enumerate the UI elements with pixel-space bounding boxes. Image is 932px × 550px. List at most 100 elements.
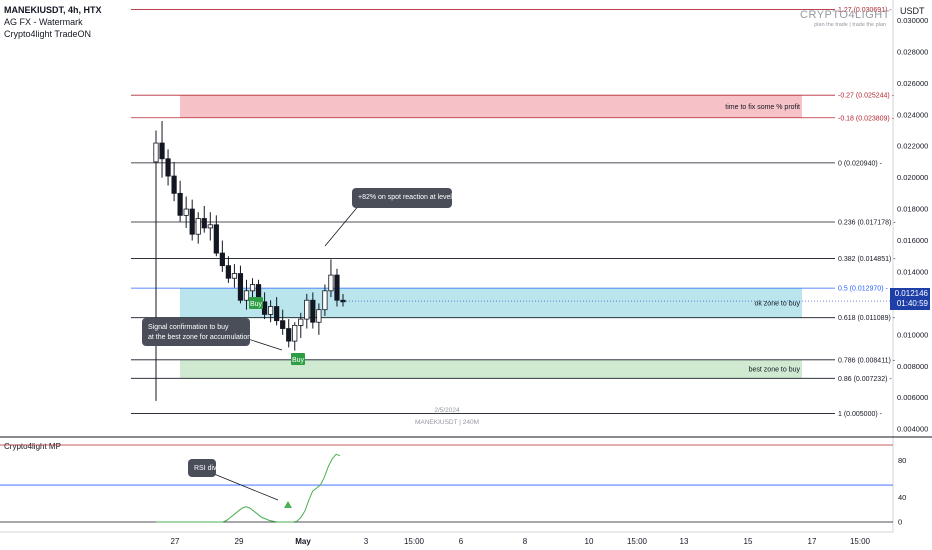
- time-tick-label: 8: [523, 537, 528, 546]
- price-tick-label: 0.006000: [897, 393, 928, 402]
- candle-body: [268, 306, 274, 315]
- time-tick-label: 3: [364, 537, 369, 546]
- last-price-label: 0.012146 01:40:59: [890, 288, 930, 310]
- candle-body: [298, 318, 304, 326]
- annotation-signal-text: at the best zone for accumulation: [148, 334, 251, 341]
- candle-body: [177, 192, 183, 216]
- fib-level-label: 1 (0.005000) -: [838, 411, 883, 418]
- price-tick-label: 0.010000: [897, 330, 928, 339]
- oscillator-tick-label: 80: [898, 456, 906, 465]
- candle-body: [153, 142, 159, 163]
- zone-label: time to fix some % profit: [725, 104, 800, 111]
- annotation-signal: [142, 318, 250, 346]
- candle-body: [213, 224, 219, 254]
- candle-body: [304, 299, 310, 320]
- price-tick-label: 0.022000: [897, 142, 928, 151]
- buy-signal-label: Buy: [250, 301, 263, 308]
- candle-body: [310, 299, 316, 323]
- annotation-reaction-text: +82% on spot reaction at level: [358, 194, 452, 201]
- time-tick-label: 27: [171, 537, 180, 546]
- annotation-signal-text: Signal confirmation to buy: [148, 324, 229, 331]
- zone-rect: [180, 288, 802, 318]
- candle-body: [249, 284, 256, 292]
- price-tick-label: 0.008000: [897, 362, 928, 371]
- candle-body: [322, 290, 328, 311]
- last-price-countdown: 01:40:59: [896, 299, 928, 308]
- annotation-reaction: [352, 188, 452, 208]
- candle-body: [171, 175, 177, 194]
- price-tick-label: 0.014000: [897, 267, 928, 276]
- watermark-symbol: MANEKIUSDT | 240M: [414, 419, 480, 426]
- fib-level-label: -0.18 (0.023809) -: [838, 115, 895, 122]
- candle-body: [225, 265, 231, 279]
- time-tick-label: 15:00: [627, 537, 648, 546]
- watermark-date: 2/5/2024: [434, 407, 460, 414]
- annotation-pointer: [244, 337, 283, 351]
- fib-level-label: 0.786 (0.008411) -: [838, 357, 896, 364]
- candle-body: [316, 309, 322, 323]
- candle-body: [189, 208, 195, 235]
- candle-body: [292, 324, 298, 342]
- buy-signal-marker: [291, 353, 305, 365]
- candle-body: [274, 306, 280, 322]
- last-price-value: 0.012146: [894, 289, 928, 298]
- candle-body: [201, 218, 207, 229]
- candle-body: [261, 301, 268, 315]
- candle-body: [207, 224, 213, 229]
- candle-body: [231, 273, 238, 279]
- annotation-pointer: [213, 473, 279, 501]
- watermark-title: CRYPTO4LIGHT: [800, 9, 890, 21]
- time-tick-label: 15:00: [404, 537, 425, 546]
- candle-body: [159, 142, 165, 160]
- candle-body: [280, 320, 286, 329]
- zone-label: ok zone to buy: [754, 300, 800, 307]
- time-tick-label: 15: [744, 537, 753, 546]
- price-tick-label: 0.028000: [897, 47, 928, 56]
- price-tick-label: 0.004000: [897, 425, 928, 434]
- fib-level-label: 0.236 (0.017178) -: [838, 219, 896, 226]
- symbol-title: MANEKIUSDT, 4h, HTX: [4, 5, 102, 15]
- candle-body: [165, 158, 171, 177]
- currency-label[interactable]: USDT: [900, 6, 925, 16]
- candle-body: [195, 218, 201, 235]
- time-tick-label: 29: [235, 537, 244, 546]
- buy-signal-marker: [249, 297, 263, 309]
- zone-label: best zone to buy: [749, 367, 801, 374]
- candle-body: [334, 274, 340, 301]
- oscillator-tick-label: 40: [898, 493, 906, 502]
- indicator-tradeon[interactable]: Crypto4light TradeON: [4, 29, 92, 39]
- price-tick-label: 0.030000: [897, 16, 928, 25]
- buy-signal-label: Buy: [292, 357, 305, 364]
- oscillator-tick-label: 0: [898, 518, 902, 527]
- fib-level-label: -0.27 (0.025244) -: [838, 93, 895, 100]
- candle-body: [328, 274, 334, 292]
- fib-level-label: 0.5 (0.012970) -: [838, 286, 888, 293]
- candle-body: [237, 273, 244, 301]
- candle-body: [183, 208, 189, 216]
- candle-body: [219, 252, 225, 267]
- time-tick-label: 6: [459, 537, 464, 546]
- divergence-marker: [284, 501, 292, 508]
- time-tick-label: May: [295, 537, 311, 546]
- zone-rect: [180, 95, 802, 118]
- fib-level-label: 0.382 (0.014851) -: [838, 256, 896, 263]
- price-tick-label: 0.018000: [897, 205, 928, 214]
- price-tick-label: 0.016000: [897, 236, 928, 245]
- time-tick-label: 10: [585, 537, 594, 546]
- watermark-tagline: plan the trade | trade the plan: [814, 22, 886, 28]
- time-tick-label: 13: [680, 537, 689, 546]
- oscillator-line: [156, 453, 341, 523]
- candle-body: [243, 290, 250, 301]
- price-tick-label: 0.024000: [897, 110, 928, 119]
- annotation-rsi-div: [188, 459, 216, 477]
- price-tick-label: 0.020000: [897, 173, 928, 182]
- annotation-pointer: [324, 203, 361, 247]
- candle-body: [286, 328, 292, 342]
- annotation-rsi-div-text: RSI div: [194, 465, 217, 472]
- time-tick-label: 15:00: [850, 537, 871, 546]
- time-tick-label: 17: [808, 537, 817, 546]
- fib-level-label: 0.618 (0.011089) -: [838, 315, 896, 322]
- indicator-watermark[interactable]: AG FX - Watermark: [4, 17, 83, 27]
- zone-rect: [180, 359, 802, 379]
